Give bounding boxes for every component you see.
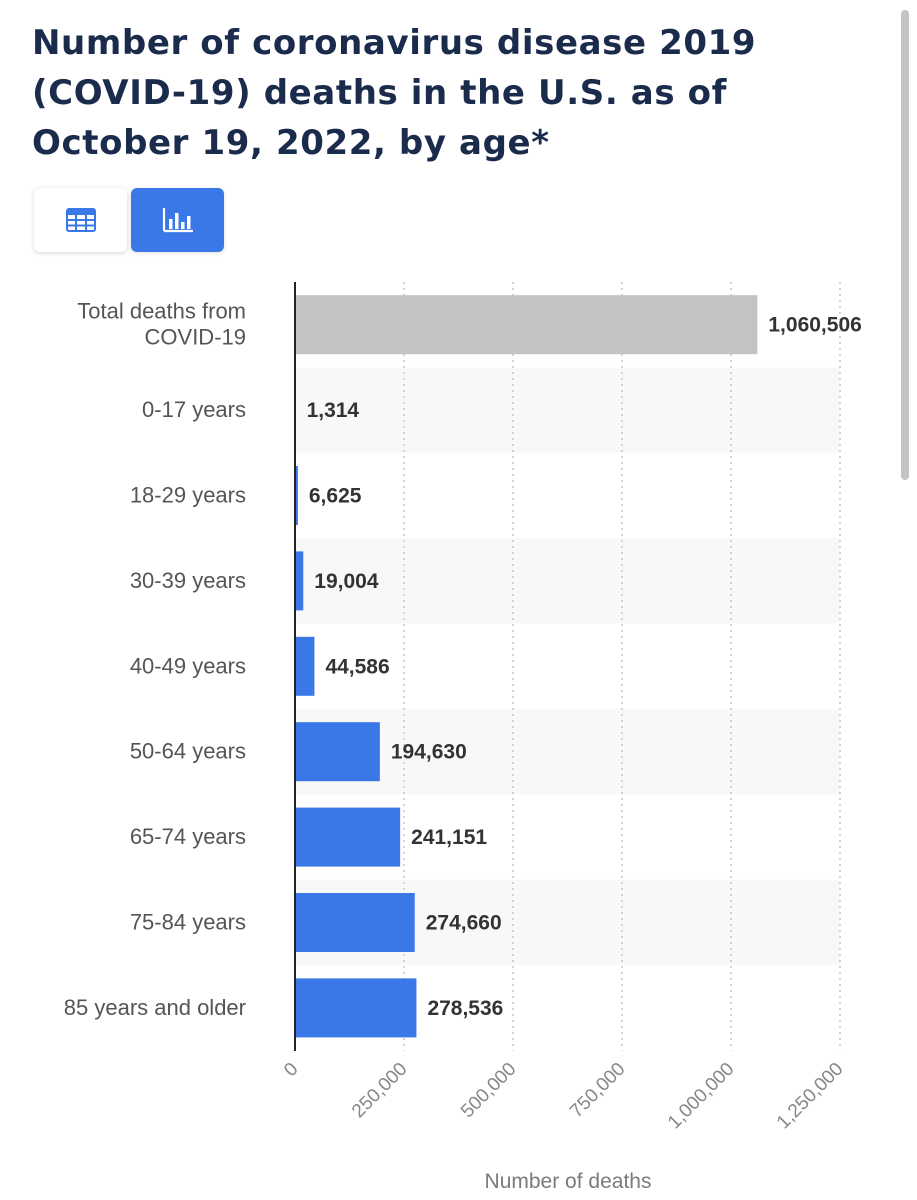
scrollbar[interactable] (901, 10, 909, 480)
table-view-button[interactable] (34, 188, 127, 252)
category-label: 75-84 years (130, 910, 246, 935)
x-tick-label: 0 (280, 1059, 302, 1081)
x-tick-label: 1,000,000 (664, 1059, 739, 1134)
value-label: 44,586 (325, 655, 389, 678)
row-band (295, 538, 840, 624)
x-axis-title: Number of deaths (485, 1170, 652, 1193)
bar[interactable] (295, 466, 298, 525)
chart-title: Number of coronavirus disease 2019 (COVI… (32, 23, 757, 163)
bar[interactable] (295, 807, 401, 867)
row-band (295, 709, 840, 795)
value-label: 278,536 (427, 997, 503, 1020)
value-label: 1,314 (307, 399, 360, 422)
value-label: 274,660 (426, 912, 502, 935)
bar[interactable] (295, 636, 315, 696)
value-label: 6,625 (309, 485, 362, 508)
bar[interactable] (295, 978, 417, 1038)
x-tick-label: 750,000 (566, 1059, 629, 1122)
value-label: 1,060,506 (768, 314, 861, 337)
x-tick-label: 250,000 (348, 1059, 411, 1122)
table-grid-icon (65, 208, 96, 232)
value-label: 194,630 (391, 741, 467, 764)
category-label: 40-49 years (130, 653, 246, 678)
chart-view-button[interactable] (131, 188, 224, 252)
bar-chart-icon (162, 208, 193, 233)
value-label: 241,151 (411, 826, 487, 849)
value-label: 19,004 (314, 570, 379, 593)
category-label: 65-74 years (130, 824, 246, 849)
bar[interactable] (295, 551, 304, 611)
category-label: Total deaths from COVID-19 (77, 299, 246, 350)
category-label: 0-17 years (142, 397, 246, 422)
category-label: 18-29 years (130, 483, 246, 508)
bar[interactable] (295, 722, 380, 782)
bar-total[interactable] (295, 295, 758, 355)
x-tick-label: 500,000 (457, 1059, 520, 1122)
x-tick-label: 1,250,000 (773, 1059, 848, 1134)
row-band (295, 367, 840, 453)
category-label: 85 years and older (64, 995, 246, 1020)
bar[interactable] (295, 893, 415, 952)
category-label: 50-64 years (130, 739, 246, 764)
category-label: 30-39 years (130, 568, 246, 593)
